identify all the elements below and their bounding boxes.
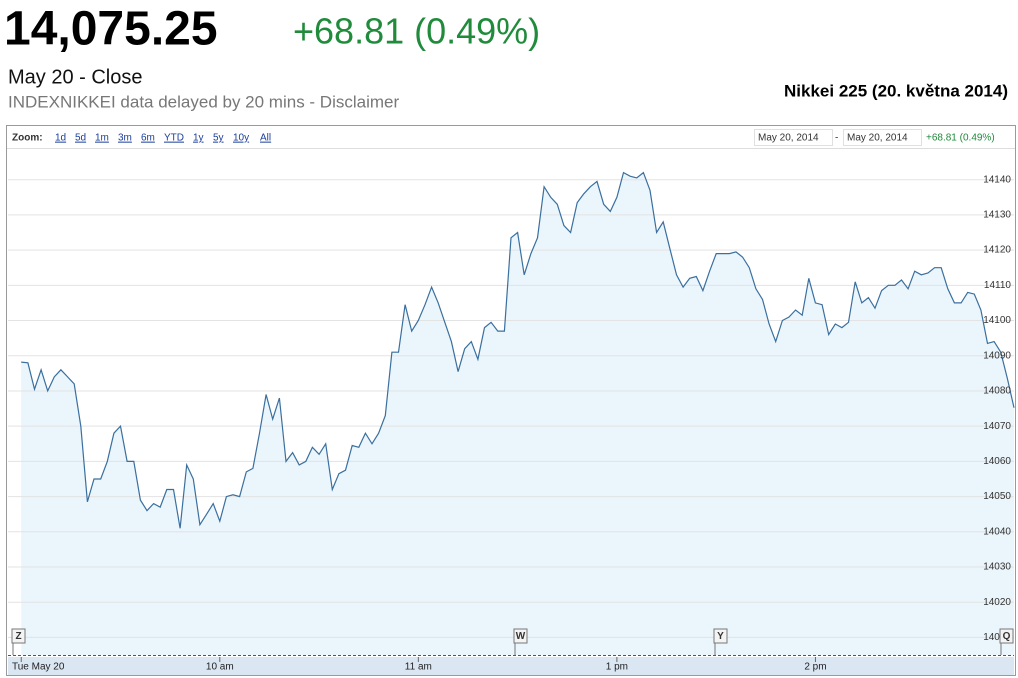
y-tick-label: 14140 [983,174,1011,185]
zoom-option[interactable]: 1y [193,133,204,144]
y-tick-label: 14110 [984,280,1012,291]
range-end: May 20, 2014 [847,133,908,144]
range-box [754,129,833,146]
flag-label[interactable]: Z [15,631,21,642]
x-tick-label: 2 pm [804,662,826,673]
range-change: +68.81 (0.49%) [926,133,995,144]
y-tick-label: 14010 [983,632,1011,643]
zoom-label: Zoom: [12,133,43,144]
y-tick-label: 14120 [983,245,1011,256]
flag-box[interactable] [11,628,26,644]
y-tick-label: 14080 [983,386,1011,397]
price-change: +68.81 (0.49%) [293,11,540,52]
range-box [843,129,922,146]
y-tick-label: 14050 [983,491,1011,502]
zoom-option[interactable]: 5d [75,133,86,144]
flag-label[interactable]: Y [717,631,724,642]
zoom-option[interactable]: All [260,133,271,144]
x-tick-label: 1 pm [606,662,628,673]
flag-label[interactable]: W [516,631,526,642]
flag-box[interactable] [513,628,528,644]
y-tick-label: 14130 [983,210,1011,221]
y-tick-label: 14030 [983,562,1011,573]
flag-box[interactable] [713,628,728,644]
y-tick-label: 14020 [983,597,1011,608]
range-separator: - [835,133,838,144]
zoom-option[interactable]: YTD [164,133,184,144]
x-tick-label: 10 am [206,662,234,673]
y-tick-label: 14100 [983,315,1011,326]
x-axis-band [8,657,1014,675]
status: May 20 - Close [8,66,143,88]
y-tick-label: 14070 [983,421,1011,432]
y-tick-label: 14090 [983,350,1011,361]
zoom-option[interactable]: 6m [141,133,155,144]
flag-box[interactable] [999,628,1014,644]
zoom-option[interactable]: 5y [213,133,224,144]
x-tick-label: Tue May 20 [12,662,65,673]
y-tick-label: 14040 [983,526,1011,537]
range-start: May 20, 2014 [758,133,819,144]
zoom-option[interactable]: 1d [55,133,66,144]
x-tick-label: 11 am [405,662,432,673]
area [21,172,1014,655]
chart-title: Nikkei 225 (20. května 2014) [784,81,1008,100]
source: INDEXNIKKEI data delayed by 20 mins - Di… [8,92,399,111]
price-line [21,171,1015,529]
zoom-option[interactable]: 1m [95,133,109,144]
y-tick-label: 14060 [983,456,1011,467]
flag-label[interactable]: Q [1003,631,1011,642]
zoom-option[interactable]: 3m [118,133,132,144]
zoom-option[interactable]: 10y [233,133,249,144]
price: 14,075.25 [4,3,218,56]
